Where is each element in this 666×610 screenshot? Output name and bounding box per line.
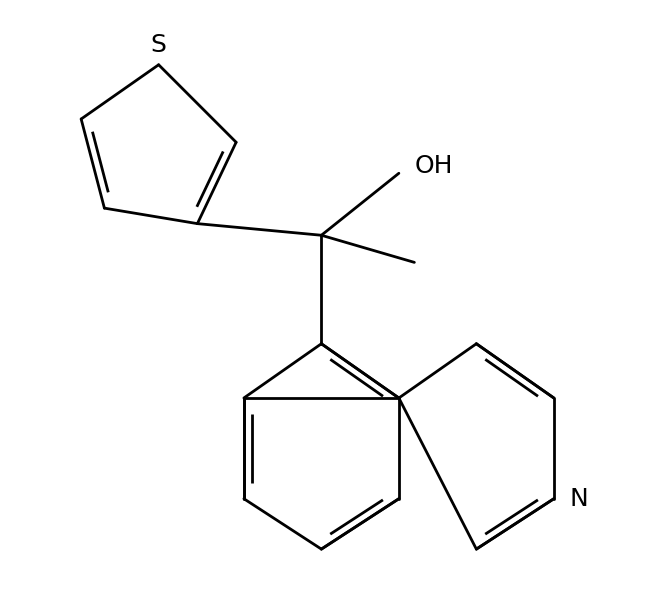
- Text: N: N: [569, 487, 588, 511]
- Text: OH: OH: [414, 154, 453, 178]
- Text: S: S: [151, 33, 166, 57]
